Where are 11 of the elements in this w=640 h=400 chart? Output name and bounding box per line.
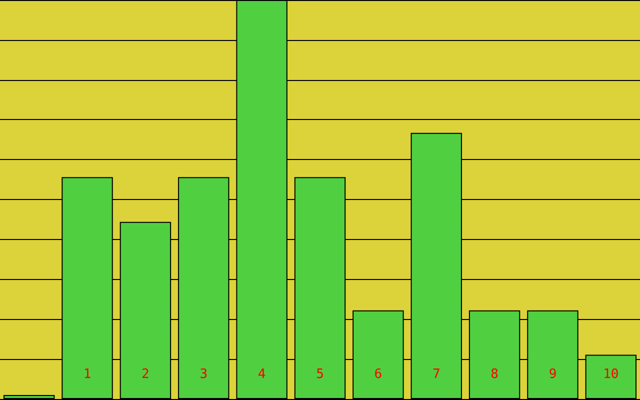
x-tick-label: 5 (316, 367, 324, 382)
bar (3, 395, 55, 399)
x-tick-label: 1 (83, 367, 92, 382)
x-tick-label: 4 (258, 367, 266, 382)
x-tick-label: 2 (142, 367, 150, 382)
x-tick-label: 9 (548, 367, 557, 382)
x-tick-label: 3 (200, 367, 208, 382)
x-tick-label: 8 (490, 367, 498, 382)
x-tick-label: 6 (374, 367, 382, 382)
x-tick-label: 7 (432, 367, 440, 382)
x-tick-label: 10 (603, 367, 619, 382)
